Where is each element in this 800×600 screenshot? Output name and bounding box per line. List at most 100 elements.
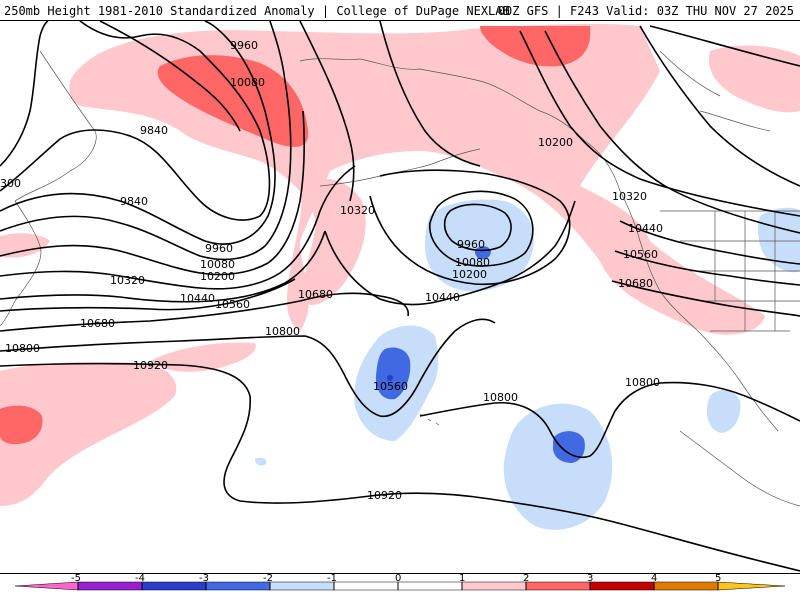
colorbar-tick-label: -2	[263, 574, 273, 584]
colorbar-segment-neg5-neg4	[77, 581, 143, 591]
contour-10200-east	[519, 30, 800, 217]
pos2-anomaly-north	[480, 26, 591, 67]
contour-10080-west	[0, 21, 292, 261]
contour-9960-east	[649, 25, 800, 67]
contour-north-3	[379, 21, 481, 167]
colorbar-svg: -5 -4 -3 -2 -1 0 1 2 3 4 5	[14, 574, 786, 591]
colorbar-segment-neg2-neg1	[269, 581, 335, 591]
strong-positive-anomaly-shading	[0, 26, 591, 445]
coastline-ne-islands	[659, 50, 771, 132]
colorbar-segment-neg3-neg2	[205, 581, 271, 591]
contour-10080-low	[429, 190, 534, 267]
neg-anomaly-east	[757, 207, 800, 273]
colorbar-segment-lt-neg5	[14, 581, 79, 591]
coastlines	[0, 50, 800, 507]
colorbar-tick-label: -3	[199, 574, 209, 584]
contour-label: 10680	[618, 277, 653, 290]
contour-label: 10200	[538, 136, 573, 149]
colorbar-segment-pos3-pos4	[589, 581, 655, 591]
contour-label: 10560	[373, 380, 408, 393]
contour-10920-west	[0, 362, 800, 572]
anomaly-map: 9960 10080 9840 9840 9960 10080 10200 10…	[0, 21, 800, 573]
contour-label: 10560	[623, 248, 658, 261]
contour-10800-east	[419, 381, 800, 458]
contour-label: 10560	[215, 298, 250, 311]
contour-10080-east	[639, 25, 800, 187]
neg-anomaly-baja	[706, 389, 741, 433]
contour-label: 9960	[205, 242, 233, 255]
contour-label: 10320	[612, 190, 647, 203]
colorbar-tick-label: 1	[459, 574, 465, 584]
contour-label: 10440	[628, 222, 663, 235]
contour-label: 9840	[120, 195, 148, 208]
colorbar-tick-label: -5	[71, 574, 81, 584]
colorbar-segment-pos4-pos5	[653, 581, 719, 591]
pos-anomaly-ne	[708, 45, 800, 113]
contour-west-300	[0, 21, 49, 167]
contour-label: 10920	[367, 489, 402, 502]
map-title: 250mb Height 1981-2010 Standardized Anom…	[4, 4, 510, 18]
neg2-anomaly-south	[553, 431, 585, 463]
contour-label: 10320	[340, 204, 375, 217]
contour-labels: 9960 10080 9840 9840 9960 10080 10200 10…	[0, 39, 663, 502]
contour-label: 10920	[133, 359, 168, 372]
contour-label: 10440	[425, 291, 460, 304]
contour-9960-low	[443, 203, 512, 252]
contour-label: 10800	[265, 325, 300, 338]
contour-label: 10200	[452, 268, 487, 281]
contour-10440-main	[324, 200, 576, 306]
contour-label: 10440	[180, 292, 215, 305]
contour-north-1	[99, 21, 241, 132]
pos2-anomaly-siberia-alaska	[157, 55, 309, 147]
map-panel: 9960 10080 9840 9840 9960 10080 10200 10…	[0, 20, 800, 574]
contour-label: 9960	[230, 39, 258, 52]
colorbar-segment-neg4-neg3	[141, 581, 207, 591]
contour-label: 10800	[625, 376, 660, 389]
colorbar-tick-label: 4	[651, 574, 657, 584]
model-run-info: 00Z GFS | F243 Valid: 03Z THU NOV 27 202…	[497, 4, 794, 18]
neg-anomaly-dot	[255, 457, 267, 466]
neg2-anomaly-central-pacific	[375, 347, 411, 400]
contour-9960-west	[0, 21, 276, 245]
neg-anomaly-south	[503, 403, 613, 530]
contour-10440-west	[0, 230, 326, 303]
contour-label: 9960	[457, 238, 485, 251]
neg-anomaly-gulf-alaska	[425, 199, 534, 292]
colorbar-segment-neg1-0	[333, 581, 399, 591]
contour-10200-low	[369, 169, 571, 286]
contour-10320-west	[0, 165, 356, 290]
colorbar-tick-labels: -5 -4 -3 -2 -1 0 1 2 3 4 5	[71, 574, 721, 584]
colorbar-segment-pos2-pos3	[525, 581, 591, 591]
contour-10560-west	[0, 278, 296, 312]
colorbar-tick-label: 3	[587, 574, 593, 584]
neg3-anomaly-core	[387, 375, 393, 381]
height-contours	[0, 21, 800, 572]
negative-anomaly-shading	[255, 199, 800, 530]
contour-label: 10080	[455, 256, 490, 269]
colorbar-tick-label: -4	[135, 574, 145, 584]
coastline-west-coast	[619, 190, 779, 432]
contour-label: 10080	[230, 76, 265, 89]
contour-10680	[0, 292, 409, 332]
colorbar: -5 -4 -3 -2 -1 0 1 2 3 4 5	[0, 574, 800, 600]
pos2-anomaly-west	[0, 405, 43, 445]
contour-label: 10800	[5, 342, 40, 355]
contour-label: 9840	[140, 124, 168, 137]
coastline-kurils	[0, 200, 42, 327]
contour-label: 300	[0, 177, 21, 190]
contour-10320-east	[544, 30, 800, 234]
colorbar-tick-label: 2	[523, 574, 529, 584]
colorbar-segment-pos1-pos2	[461, 581, 527, 591]
coastline-east-grid	[660, 210, 800, 332]
colorbar-ticks	[77, 582, 719, 590]
coastline-alaska	[299, 58, 621, 192]
contour-label: 10320	[110, 274, 145, 287]
coastline-mexico	[679, 430, 800, 507]
contour-label: 10680	[80, 317, 115, 330]
contour-10440-east	[619, 220, 800, 265]
colorbar-tick-label: 0	[395, 574, 401, 584]
colorbar-segment-0-pos1	[397, 581, 463, 591]
map-header: 250mb Height 1981-2010 Standardized Anom…	[0, 0, 800, 20]
contour-label: 10080	[200, 258, 235, 271]
colorbar-tick-label: 5	[715, 574, 721, 584]
